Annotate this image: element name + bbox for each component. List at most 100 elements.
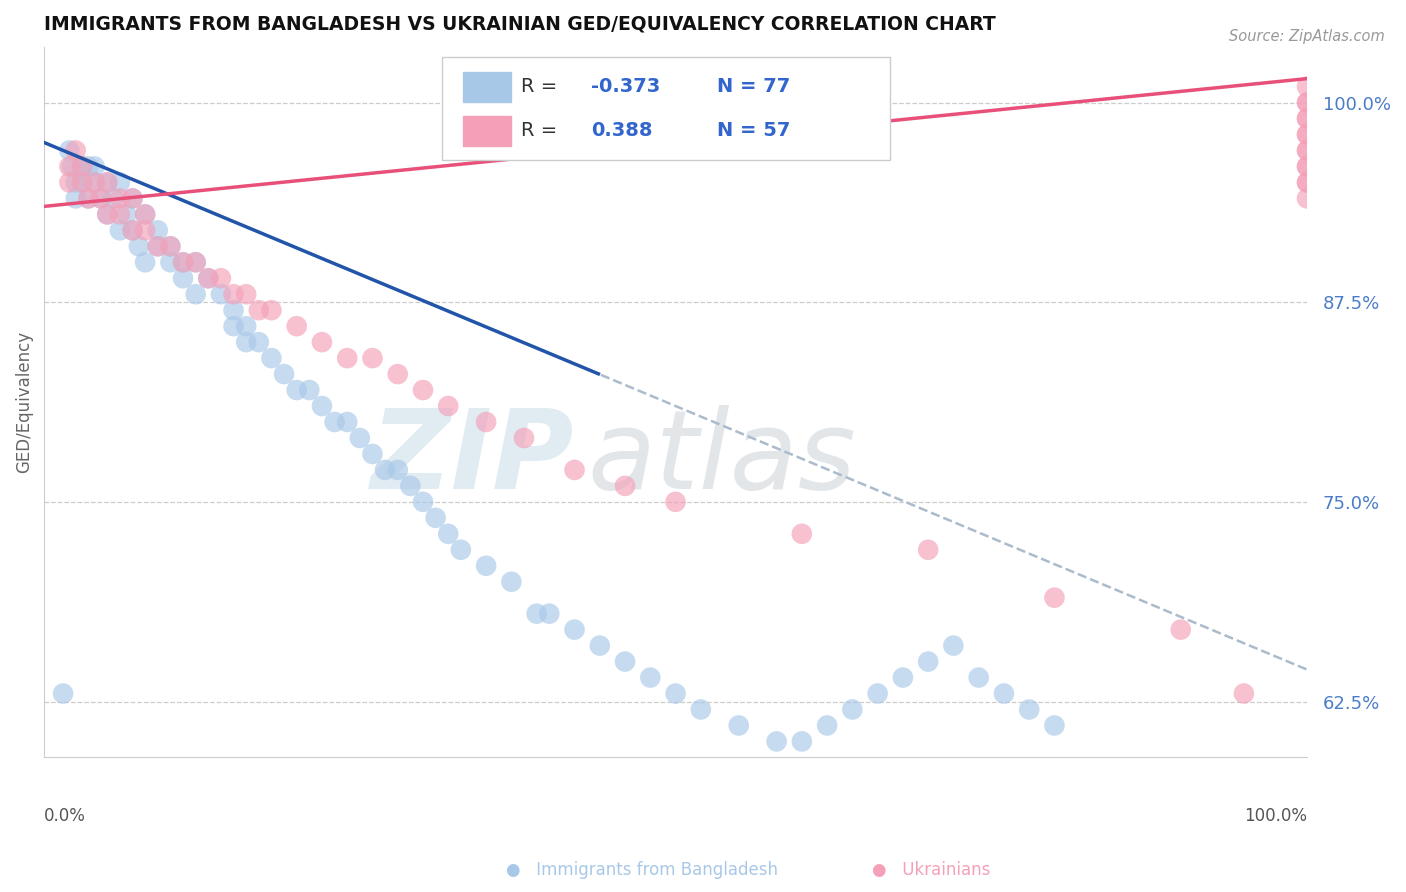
Point xyxy=(247,303,270,318)
Point xyxy=(235,335,257,350)
Point xyxy=(475,558,498,573)
Text: Source: ZipAtlas.com: Source: ZipAtlas.com xyxy=(1229,29,1385,44)
Point xyxy=(222,319,245,334)
Point xyxy=(640,671,662,685)
Text: N = 77: N = 77 xyxy=(717,78,790,96)
Point xyxy=(83,160,105,174)
Point xyxy=(159,239,181,253)
Point xyxy=(209,287,232,301)
Point xyxy=(323,415,346,429)
Point xyxy=(121,223,143,237)
Point xyxy=(1296,79,1319,94)
Point xyxy=(96,176,118,190)
Point xyxy=(1043,591,1066,605)
Point xyxy=(765,734,787,748)
Point xyxy=(90,191,112,205)
Point xyxy=(52,686,75,700)
Point xyxy=(1296,144,1319,158)
Point xyxy=(134,207,156,221)
Point xyxy=(1296,128,1319,142)
Point xyxy=(58,160,80,174)
Point xyxy=(866,686,889,700)
Point xyxy=(108,207,131,221)
Point xyxy=(108,191,131,205)
FancyBboxPatch shape xyxy=(441,57,890,161)
Point xyxy=(83,176,105,190)
Text: 0.388: 0.388 xyxy=(591,121,652,140)
Point xyxy=(209,271,232,285)
Text: R =: R = xyxy=(522,121,564,140)
Point xyxy=(1296,144,1319,158)
Point xyxy=(159,239,181,253)
Point xyxy=(70,160,93,174)
Point xyxy=(103,191,125,205)
Point xyxy=(664,686,686,700)
Point xyxy=(172,271,194,285)
Point xyxy=(475,415,498,429)
Point xyxy=(387,367,409,381)
Point xyxy=(77,191,100,205)
Point xyxy=(128,239,150,253)
Text: ●   Ukrainians: ● Ukrainians xyxy=(872,861,990,879)
Point xyxy=(235,319,257,334)
Text: ZIP: ZIP xyxy=(371,405,575,512)
Point xyxy=(993,686,1015,700)
Point xyxy=(727,718,749,732)
Point xyxy=(285,383,308,397)
Y-axis label: GED/Equivalency: GED/Equivalency xyxy=(15,331,32,473)
Point xyxy=(374,463,396,477)
Point xyxy=(1296,112,1319,126)
Point xyxy=(538,607,561,621)
Point xyxy=(841,702,863,716)
Point xyxy=(146,223,169,237)
Point xyxy=(247,335,270,350)
Point xyxy=(90,191,112,205)
Bar xyxy=(464,72,512,102)
Point xyxy=(564,623,586,637)
Point xyxy=(1296,191,1319,205)
Point xyxy=(425,511,447,525)
Point xyxy=(311,399,333,413)
Point xyxy=(450,542,472,557)
Point xyxy=(134,255,156,269)
Point xyxy=(1296,112,1319,126)
Point xyxy=(65,191,87,205)
Point xyxy=(336,415,359,429)
Point xyxy=(399,479,422,493)
Point xyxy=(1296,95,1319,110)
Point xyxy=(96,207,118,221)
Point xyxy=(70,176,93,190)
Point xyxy=(285,319,308,334)
Point xyxy=(501,574,523,589)
Text: N = 57: N = 57 xyxy=(717,121,790,140)
Point xyxy=(222,303,245,318)
Point xyxy=(336,351,359,365)
Point xyxy=(361,351,384,365)
Point xyxy=(65,176,87,190)
Point xyxy=(172,255,194,269)
Point xyxy=(184,255,207,269)
Point xyxy=(70,160,93,174)
Point xyxy=(361,447,384,461)
Point xyxy=(77,191,100,205)
Point xyxy=(65,144,87,158)
Text: 0.0%: 0.0% xyxy=(44,807,86,825)
Text: IMMIGRANTS FROM BANGLADESH VS UKRAINIAN GED/EQUIVALENCY CORRELATION CHART: IMMIGRANTS FROM BANGLADESH VS UKRAINIAN … xyxy=(44,15,995,34)
Text: R =: R = xyxy=(522,78,564,96)
Text: atlas: atlas xyxy=(588,405,856,512)
Point xyxy=(197,271,219,285)
Point xyxy=(614,479,637,493)
Point xyxy=(1296,176,1319,190)
Point xyxy=(235,287,257,301)
Point xyxy=(121,223,143,237)
Point xyxy=(108,176,131,190)
Point xyxy=(222,287,245,301)
Point xyxy=(790,526,813,541)
Point xyxy=(298,383,321,397)
Point xyxy=(942,639,965,653)
Point xyxy=(412,495,434,509)
Point xyxy=(77,160,100,174)
Point xyxy=(58,144,80,158)
Point xyxy=(1018,702,1040,716)
Point xyxy=(83,176,105,190)
